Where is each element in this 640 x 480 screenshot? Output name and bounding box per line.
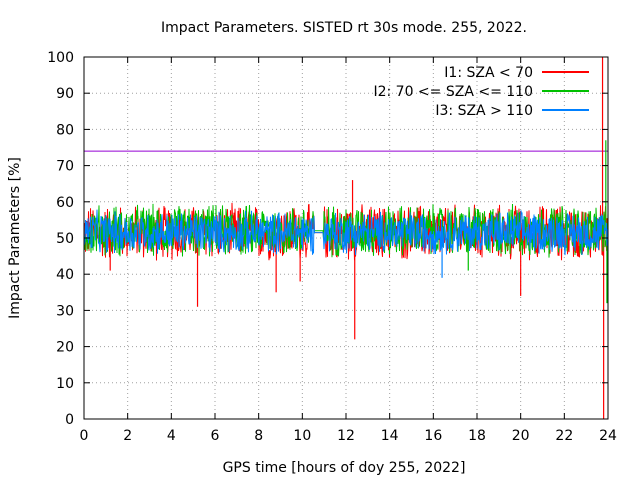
x-tick-label: 6 <box>211 428 220 444</box>
x-tick-label: 20 <box>512 428 530 444</box>
chart-title: Impact Parameters. SISTED rt 30s mode. 2… <box>161 20 527 36</box>
x-tick-label: 4 <box>167 428 176 444</box>
x-tick-label: 8 <box>254 428 263 444</box>
x-tick-label: 10 <box>293 428 311 444</box>
x-axis-label: GPS time [hours of doy 255, 2022] <box>223 460 466 476</box>
y-tick-label: 40 <box>56 267 74 283</box>
x-tick-label: 24 <box>599 428 617 444</box>
series-layer <box>83 57 609 419</box>
y-tick-label: 30 <box>56 303 74 319</box>
y-tick-label: 50 <box>56 231 74 247</box>
y-tick-label: 20 <box>56 340 74 356</box>
series-3 <box>83 209 609 278</box>
y-axis-label: Impact Parameters [%] <box>7 157 23 319</box>
x-tick-label: 16 <box>424 428 442 444</box>
x-tick-label: 12 <box>337 428 355 444</box>
legend-label: I2: 70 <= SZA <= 110 <box>373 84 533 100</box>
axis-ticks: 0 2 4 6 8 10 12 14 16 18 20 22 240102030405060708090… <box>47 50 617 444</box>
y-tick-label: 90 <box>56 86 74 102</box>
x-tick-label: 18 <box>468 428 486 444</box>
legend-label: I3: SZA > 110 <box>435 103 533 119</box>
x-tick-label: 0 <box>80 428 89 444</box>
series-3-line <box>83 209 609 256</box>
x-tick-label: 14 <box>381 428 399 444</box>
legend: I1: SZA < 70 I2: 70 <= SZA <= 110 I3: SZA … <box>373 65 589 119</box>
x-tick-label: 2 <box>123 428 132 444</box>
y-tick-label: 10 <box>56 376 74 392</box>
y-tick-label: 60 <box>56 195 74 211</box>
y-tick-label: 100 <box>47 50 74 66</box>
x-tick-label: 22 <box>555 428 573 444</box>
y-tick-label: 70 <box>56 159 74 175</box>
y-tick-label: 0 <box>65 412 74 428</box>
legend-label: I1: SZA < 70 <box>444 65 533 81</box>
y-tick-label: 80 <box>56 122 74 138</box>
